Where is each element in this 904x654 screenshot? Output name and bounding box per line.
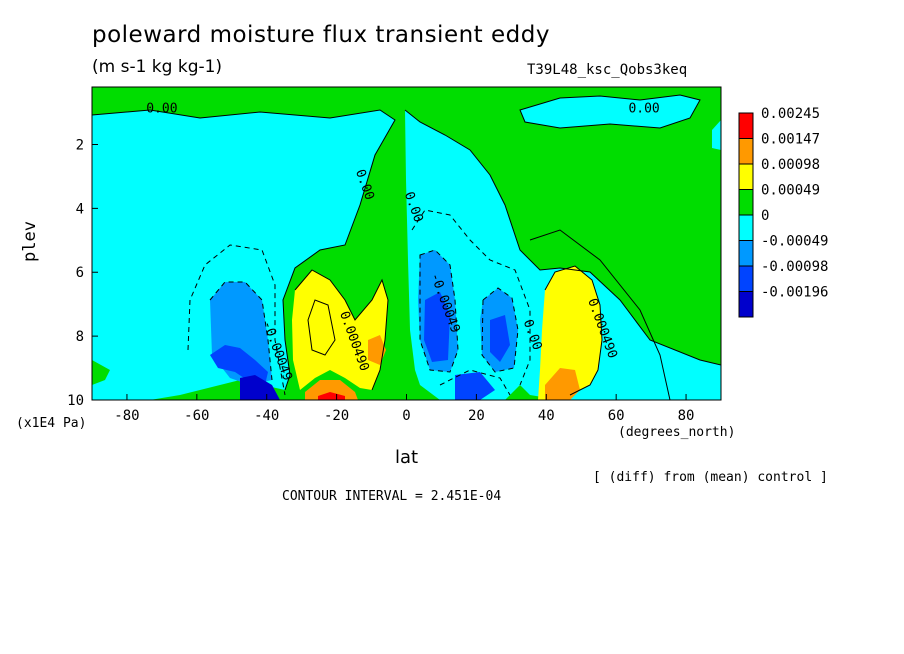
negative-region-sh-lower: [92, 175, 100, 185]
colorbar-swatch: [738, 163, 754, 190]
colorbar-label: -0.00049: [761, 234, 828, 250]
contour-neg-eq2: [481, 287, 519, 373]
x-tick-label: -80: [114, 408, 139, 424]
x-tick-label: -60: [184, 408, 209, 424]
contour-label: 0.00: [628, 102, 659, 117]
contour-neg-eq-outer: [411, 209, 531, 386]
contour-pos-east-outer: [529, 229, 671, 400]
plot-area: 0.00 0.000.000.00-0.00049-0.00049 0.000490…: [92, 87, 721, 400]
colorbar-label: -0.00196: [761, 285, 828, 301]
x-axis-label: lat: [395, 447, 419, 468]
x-tick-label: 60: [608, 408, 625, 424]
colorbar-label: 0.00147: [761, 132, 820, 148]
darkblue-region-west: [210, 345, 268, 385]
red-region-west: [318, 392, 345, 400]
run-id: T39L48_ksc_Qobs3keq: [527, 62, 688, 78]
colorbar-swatch: [738, 112, 754, 139]
x-tick-label: 80: [678, 408, 695, 424]
deepblue-region-west: [240, 375, 280, 400]
chart-title: poleward moisture flux transient eddy: [92, 22, 550, 48]
contour-pos-west-inner: [307, 299, 336, 356]
chart-units: (m s-1 kg kg-1): [92, 57, 223, 77]
yellow-region-east: [538, 266, 602, 400]
x-axis-units: (degrees_north): [618, 425, 736, 440]
contour-label: 0.00: [146, 102, 177, 117]
darkblue-region-eq1: [424, 292, 450, 362]
y-tick-label: 8: [76, 329, 84, 345]
darkblue-region-eq2: [490, 315, 510, 362]
negative-contour-lines: [187, 209, 531, 396]
colorbar-swatch: [738, 138, 754, 165]
colorbar-label: 0.00049: [761, 183, 820, 199]
y-tick-label: 4: [76, 201, 84, 217]
contour-lines: [92, 94, 721, 400]
contour-neg-eq3: [439, 369, 511, 396]
orange-region-east: [545, 368, 580, 400]
darkblue-region-eq3: [455, 372, 495, 400]
x-tick-label: 0: [402, 408, 410, 424]
colorbar-label: 0.00098: [761, 157, 820, 173]
colorbar-swatch: [738, 265, 754, 292]
contour-neg-west: [209, 281, 273, 381]
colorbar-swatch: [738, 291, 754, 318]
contour-neg-west-outer: [187, 244, 286, 396]
colorbar-label: -0.00098: [761, 259, 828, 275]
negative-region-nh-mid: [712, 120, 721, 150]
x-tick-label: 20: [468, 408, 485, 424]
contour-pos-east: [544, 265, 603, 396]
contour-neg-eq1: [419, 249, 459, 373]
x-tick-label: -20: [324, 408, 349, 424]
orange-region-west2: [305, 380, 358, 400]
colorbar-swatch: [738, 189, 754, 216]
x-tick-label: 40: [538, 408, 555, 424]
contour-zero-eq: [404, 109, 721, 366]
contour-interval: CONTOUR INTERVAL = 2.451E-04: [282, 489, 502, 504]
negative-region-nh-upper: [520, 95, 700, 128]
contour-pos-west: [294, 269, 389, 391]
colorbar-label: 0.00245: [761, 106, 820, 122]
contour-zero-nh: [519, 94, 701, 129]
colorbar-swatch: [738, 214, 754, 241]
colorbar-label: 0: [761, 208, 769, 224]
y-tick-label: 2: [76, 137, 84, 153]
orange-region-west1: [368, 335, 386, 365]
y-axis-label: plev: [20, 221, 40, 262]
negative-region-west: [92, 110, 395, 400]
x-tick-label: -40: [254, 408, 279, 424]
contour-zero-top: [92, 109, 396, 391]
axis-layer: -80 -60 -40 -20 0 20 40 60 80 2 4 6 8 10: [67, 137, 694, 424]
y-axis-units: (x1E4 Pa): [16, 416, 87, 431]
diff-note: [ (diff) from (mean) control ]: [593, 470, 828, 485]
y-tick-label: 6: [76, 265, 84, 281]
colorbar-swatch: [738, 240, 754, 267]
colorbar: 0.00245 0.00147 0.00098 0.00049 0 -0.00049 -0.…: [738, 106, 828, 318]
y-tick-label: 10: [67, 393, 84, 409]
